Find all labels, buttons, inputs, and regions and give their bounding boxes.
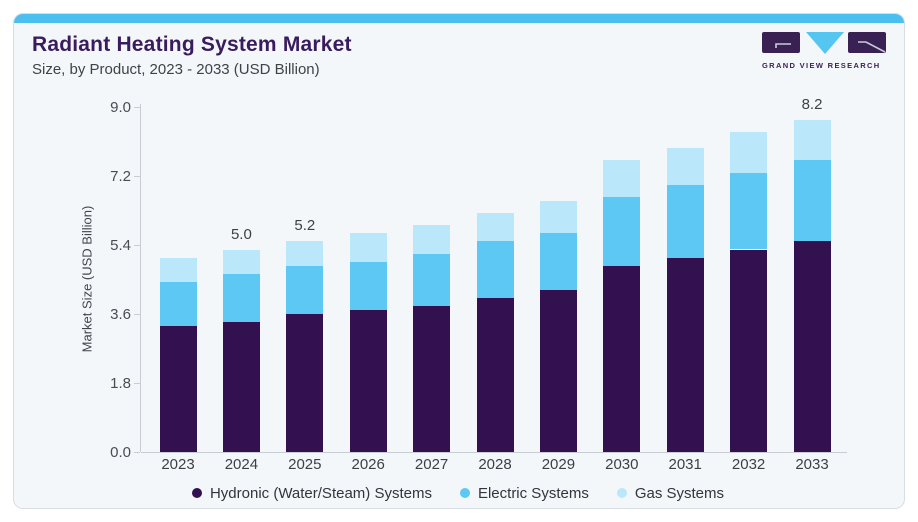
bar-segment-electric-2023 [159,281,197,327]
bar-segment-gas-2028 [476,213,514,242]
bar-segment-electric-2032 [730,172,768,250]
bar-segment-hydronic-2023 [159,326,197,452]
bar-segment-electric-2024 [222,273,260,323]
bar-segment-electric-2030 [603,196,641,266]
chart-legend: Hydronic (Water/Steam) Systems Electric … [13,484,903,502]
legend-item-electric: Electric Systems [459,484,589,502]
bar-segment-gas-2023 [159,257,197,282]
bar-segment-hydronic-2033 [793,241,831,452]
bar-segment-electric-2031 [666,184,704,258]
y-tick-label: 1.8 [110,375,131,392]
x-axis-label-2024: 2024 [224,456,259,473]
bar-segment-gas-2030 [603,160,641,197]
x-axis-label-2032: 2032 [731,456,766,473]
bar-segment-hydronic-2025 [286,314,324,452]
bar-segment-gas-2033 [793,119,831,161]
gvr-logo-mark [762,32,886,54]
bar-segment-gas-2029 [539,200,577,234]
x-axis-label-2028: 2028 [478,456,512,473]
bar-segment-electric-2029 [539,233,577,290]
legend-label-gas: Gas Systems [634,484,725,502]
legend-label-electric: Electric Systems [477,484,589,502]
legend-item-hydronic: Hydronic (Water/Steam) Systems [191,484,432,502]
y-axis-line [140,104,141,452]
y-tick [134,383,140,384]
page-subtitle: Size, by Product, 2023 - 2033 (USD Billi… [32,61,320,78]
gvr-logo: GRAND VIEW RESEARCH [762,32,888,74]
y-tick-label: 7.2 [110,168,131,185]
logo-g-stroke [775,43,791,48]
bar-segment-hydronic-2030 [603,265,641,452]
logo-text: GRAND VIEW RESEARCH [762,61,881,70]
bar-segment-gas-2032 [730,132,768,173]
bar-segment-gas-2024 [222,249,260,274]
y-tick-label: 9.0 [110,99,131,116]
bar-segment-electric-2028 [476,241,514,299]
x-axis-label-2023: 2023 [161,456,195,473]
bar-segment-gas-2031 [666,148,704,185]
bar-segment-gas-2025 [286,241,324,266]
bar-segment-hydronic-2031 [666,257,704,452]
bar-segment-gas-2026 [349,233,387,262]
legend-dot-hydronic [191,488,202,498]
x-axis-label-2030: 2030 [605,456,639,473]
y-tick [134,452,140,453]
bar-segment-electric-2025 [286,265,324,315]
bar-value-label-2033: 8.2 [801,95,823,113]
legend-label-hydronic: Hydronic (Water/Steam) Systems [209,484,432,502]
bar-segment-hydronic-2029 [539,290,577,452]
bar-segment-hydronic-2032 [730,249,768,452]
x-axis-label-2025: 2025 [288,456,322,473]
bar-value-label-2024: 5.0 [230,225,252,243]
legend-dot-gas [616,488,627,498]
bar-segment-gas-2027 [413,225,451,254]
bar-segment-electric-2027 [413,253,451,307]
x-axis-line [141,452,847,453]
y-tick [134,107,140,108]
y-tick-label: 0.0 [110,444,131,461]
bar-segment-hydronic-2024 [222,322,260,452]
y-tick [134,314,140,315]
x-axis-label-2031: 2031 [668,456,702,473]
x-axis-label-2027: 2027 [414,456,449,473]
legend-dot-electric [459,488,470,498]
x-axis-label-2026: 2026 [351,456,385,473]
x-axis-label-2029: 2029 [541,456,576,473]
bar-segment-hydronic-2027 [413,306,451,452]
y-tick-label: 5.4 [110,237,131,254]
x-axis-label-2033: 2033 [795,456,829,473]
bar-value-label-2025: 5.2 [294,217,316,235]
logo-g-block [762,32,800,53]
page-title: Radiant Heating System Market [32,33,352,56]
bar-segment-electric-2026 [349,261,387,311]
logo-v-triangle [806,32,844,54]
y-tick [134,245,140,246]
bar-segment-hydronic-2028 [476,298,514,452]
bar-segment-electric-2033 [793,160,831,242]
y-tick [134,176,140,177]
accent-top-bar [14,14,904,23]
legend-item-gas: Gas Systems [616,484,725,502]
logo-r-stroke [858,41,886,53]
bar-segment-hydronic-2026 [349,310,387,452]
y-tick-label: 3.6 [110,306,131,323]
